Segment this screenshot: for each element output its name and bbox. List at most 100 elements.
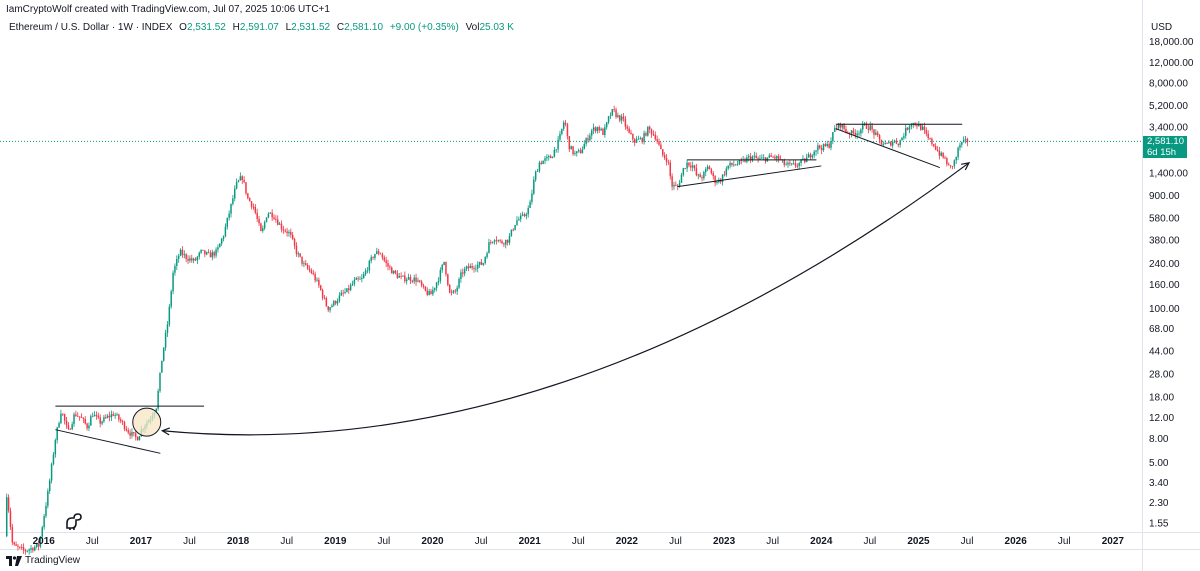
candle-body: [198, 252, 200, 257]
candle-body: [316, 279, 318, 281]
candle-body: [635, 139, 638, 143]
currency-label[interactable]: USD: [1151, 22, 1173, 33]
candle-body: [929, 138, 931, 139]
candle-body: [826, 143, 828, 146]
candle-body: [133, 431, 135, 434]
candle-body: [959, 144, 961, 148]
candle-body: [590, 130, 593, 136]
candle-body: [484, 257, 486, 264]
candle-body: [220, 238, 223, 244]
curved-arrow: [162, 162, 970, 436]
candle-body: [234, 188, 236, 199]
candle-body: [205, 252, 208, 255]
candle-body: [181, 249, 184, 256]
candle-body: [703, 172, 705, 179]
candle-body: [334, 301, 337, 304]
candle-body: [417, 280, 419, 282]
candle-body: [923, 126, 926, 131]
candle-body: [686, 162, 688, 169]
candle-body: [243, 180, 245, 183]
candle-body: [413, 277, 415, 282]
candle-body: [71, 424, 73, 430]
candle-body: [822, 144, 825, 151]
candle-body: [538, 162, 541, 172]
price-tick-label: 1,400.00: [1149, 168, 1188, 179]
time-tick-label: 2027: [1102, 536, 1125, 547]
candle-body: [348, 288, 350, 291]
candle-body: [372, 257, 374, 259]
tradingview-dino-icon: [66, 513, 82, 530]
candle-body: [712, 173, 714, 177]
time-tick-label: 2022: [616, 536, 639, 547]
candle-body: [162, 347, 165, 361]
candle-body: [24, 550, 27, 552]
candle-body: [548, 156, 550, 157]
candle-body: [452, 290, 455, 293]
candle-body: [405, 279, 408, 282]
candle-body: [553, 149, 556, 157]
candle-body: [622, 116, 625, 119]
candle-body: [626, 126, 629, 129]
candle-body: [804, 158, 806, 163]
candle-body: [155, 408, 158, 413]
price-axis[interactable]: 18,000.00 12,000.00 8,000.00 5,200.00 3,400.…: [1149, 37, 1194, 530]
candle-body: [662, 149, 664, 156]
candle-body: [845, 128, 847, 133]
candle-body: [35, 543, 38, 547]
candle-body: [11, 526, 14, 543]
change-value: +9.00 (+0.35%): [389, 22, 459, 33]
candle-body: [32, 548, 34, 551]
candle-body: [400, 276, 402, 277]
candle-body: [376, 251, 378, 254]
candle-body: [183, 254, 186, 256]
candle-body: [774, 156, 776, 159]
candle-body: [660, 144, 662, 150]
candle-body: [577, 150, 580, 152]
candle-body: [84, 418, 86, 424]
candle-body: [540, 162, 543, 165]
candle-body: [351, 283, 354, 286]
time-tick-label: Jul: [475, 536, 488, 547]
candle-body: [605, 122, 608, 128]
candle-body: [291, 234, 294, 239]
candle-body: [101, 421, 103, 424]
candle-body: [426, 290, 429, 295]
time-axis[interactable]: 2016 Jul 2017 Jul 2018 Jul 2019 Jul 2020 Jul 2021 J…: [33, 536, 1125, 547]
candle-body: [903, 135, 905, 138]
candle-body: [265, 217, 268, 223]
candle-body: [247, 193, 249, 199]
candle-body: [647, 126, 649, 136]
candle-body: [790, 163, 793, 165]
candle-body: [396, 273, 399, 278]
footer-brand: TradingView: [25, 555, 81, 566]
candle-body: [901, 137, 903, 141]
candle-body: [802, 158, 804, 160]
candle-body: [271, 212, 273, 218]
candle-body: [910, 124, 913, 127]
candle-body: [589, 135, 591, 141]
candle-body: [114, 415, 116, 416]
candle-body: [938, 150, 941, 156]
candle-body: [164, 332, 167, 348]
candle-body: [177, 255, 180, 259]
candle-body: [86, 423, 88, 429]
candle-body: [394, 270, 397, 274]
arrowhead-left: [160, 427, 171, 436]
candle-body: [48, 480, 51, 492]
candle-body: [258, 218, 260, 224]
candle-body: [170, 291, 172, 307]
candle-body: [611, 109, 614, 116]
candle-body: [217, 247, 219, 250]
candle-body: [645, 133, 647, 136]
candle-body: [200, 249, 202, 253]
candle-body: [447, 274, 449, 285]
candle-body: [256, 212, 258, 219]
candle-body: [465, 266, 468, 270]
time-tick-label: Jul: [1058, 536, 1071, 547]
candle-body: [798, 163, 800, 166]
candle-body: [432, 289, 434, 295]
candle-body: [488, 242, 490, 254]
candle-body: [9, 510, 12, 527]
candle-body: [319, 285, 322, 290]
